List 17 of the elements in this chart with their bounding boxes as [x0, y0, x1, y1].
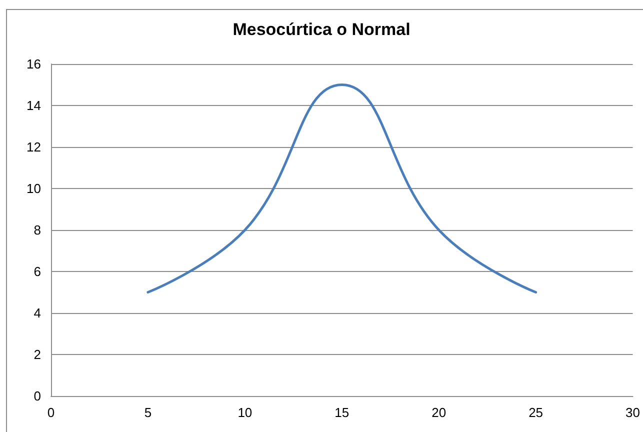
- x-tick-label: 25: [528, 405, 544, 420]
- chart-title: Mesocúrtica o Normal: [232, 20, 410, 39]
- y-tick-label: 6: [34, 264, 41, 279]
- x-tick-label: 20: [432, 405, 446, 420]
- x-tick-label: 30: [626, 405, 640, 420]
- x-tick-label: 15: [334, 405, 350, 420]
- y-tick-label: 10: [26, 181, 41, 196]
- x-tick-label: 10: [238, 405, 252, 420]
- y-tick-label: 12: [26, 140, 41, 154]
- y-tick-label: 2: [34, 347, 41, 362]
- x-tick-label: 5: [144, 405, 152, 420]
- y-tick-label: 4: [34, 306, 41, 320]
- y-tick-label: 16: [26, 56, 41, 72]
- y-tick-label: 14: [26, 98, 41, 113]
- y-tick-label: 8: [34, 222, 41, 238]
- y-tick-label: 0: [34, 388, 41, 404]
- x-tick-label: 0: [47, 405, 55, 420]
